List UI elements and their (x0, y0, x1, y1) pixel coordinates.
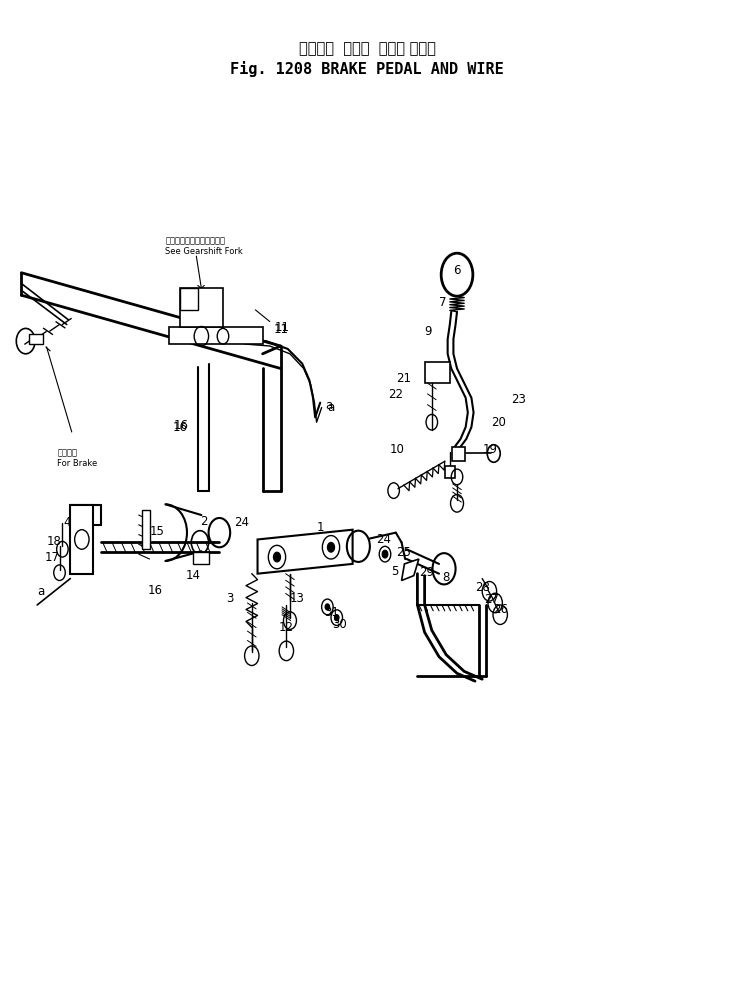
Text: 30: 30 (333, 618, 347, 631)
Text: a: a (325, 399, 333, 412)
Text: 26: 26 (493, 604, 508, 616)
Text: 11: 11 (275, 321, 290, 334)
Text: 20: 20 (491, 415, 506, 429)
Text: 4: 4 (63, 516, 70, 529)
Text: a: a (37, 585, 45, 598)
Text: a: a (327, 401, 335, 414)
Text: 27: 27 (484, 593, 499, 606)
Text: 7: 7 (439, 295, 446, 308)
Bar (29, 334, 43, 344)
Circle shape (325, 604, 330, 609)
Bar (180, 288, 223, 327)
Bar (180, 288, 197, 310)
Text: ブレーキ  ペダル  および ワイヤ: ブレーキ ペダル および ワイヤ (299, 42, 435, 55)
Polygon shape (70, 505, 93, 574)
Text: 19: 19 (482, 443, 497, 456)
Bar (142, 510, 150, 549)
Text: 3: 3 (227, 592, 234, 605)
Text: 11: 11 (273, 323, 288, 336)
Text: 31: 31 (324, 606, 338, 619)
Text: 16: 16 (172, 420, 188, 434)
Text: 23: 23 (511, 393, 526, 406)
Text: 21: 21 (396, 372, 411, 385)
Circle shape (335, 614, 339, 620)
Text: ブレーキ
For Brake: ブレーキ For Brake (57, 449, 98, 468)
Text: 15: 15 (150, 525, 164, 538)
Text: ギヤーシフトフォーク参照
See Gearshift Fork: ギヤーシフトフォーク参照 See Gearshift Fork (165, 237, 243, 256)
Text: 28: 28 (475, 581, 490, 594)
Polygon shape (258, 530, 352, 574)
Text: 13: 13 (290, 592, 305, 605)
Polygon shape (401, 559, 419, 581)
Text: 25: 25 (396, 546, 411, 559)
Circle shape (382, 550, 388, 558)
Text: 17: 17 (44, 551, 59, 564)
Text: 12: 12 (279, 621, 294, 634)
Text: 14: 14 (186, 569, 200, 582)
Text: 5: 5 (390, 565, 398, 578)
Bar (424, 362, 450, 384)
Circle shape (273, 552, 280, 562)
Text: 2: 2 (200, 515, 208, 528)
Text: 24: 24 (376, 533, 390, 546)
Text: 9: 9 (424, 325, 432, 338)
Text: 6: 6 (454, 265, 461, 277)
Text: 18: 18 (46, 535, 62, 548)
Text: 8: 8 (443, 571, 450, 584)
Text: 29: 29 (420, 566, 435, 579)
Polygon shape (169, 327, 263, 344)
Text: 1: 1 (316, 521, 324, 534)
Circle shape (327, 542, 335, 552)
Text: 16: 16 (174, 418, 189, 432)
Bar (445, 466, 455, 478)
Text: 16: 16 (148, 584, 162, 597)
Text: 22: 22 (388, 388, 404, 401)
Text: Fig. 1208 BRAKE PEDAL AND WIRE: Fig. 1208 BRAKE PEDAL AND WIRE (230, 60, 504, 76)
Bar (452, 447, 465, 461)
Text: 24: 24 (234, 516, 249, 529)
Bar (193, 552, 208, 564)
Text: 10: 10 (390, 443, 405, 456)
